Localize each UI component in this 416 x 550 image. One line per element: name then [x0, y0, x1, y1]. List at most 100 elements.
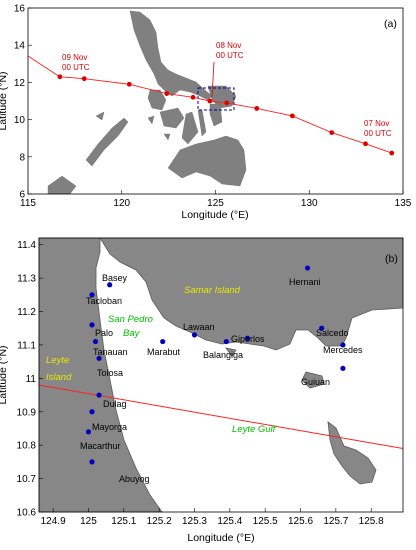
station-marker-guiuan: [340, 365, 346, 371]
water-label-san-pedro: San Pedro: [108, 314, 153, 325]
panel-b-xtick-label: 125.7: [323, 516, 348, 527]
water-label-bay: Bay: [123, 328, 141, 339]
panel-a-tag: (a): [384, 18, 397, 30]
panel-a-ytick-label: 16: [14, 4, 26, 15]
panel-b-ytick-label: 11: [26, 374, 37, 385]
place-label-balangiga: Balangiga: [203, 350, 243, 360]
panel-a-ticks: 115 120 125 130 135 16 14 12 10 8 6: [14, 4, 412, 210]
panel-b-ytick-label: 10.8: [17, 441, 37, 452]
place-label-guiuan: Guiuan: [301, 377, 330, 387]
panel-a-ytick-label: 6: [19, 190, 25, 201]
station-marker-giporlos: [244, 335, 251, 341]
track-point-4: [254, 106, 260, 111]
panel-b-ytick-label: 11.3: [17, 274, 36, 285]
panel-a-xtick-label: 130: [301, 198, 318, 209]
typhoon-track-line: [59, 76, 392, 154]
panel-a-track: [27, 55, 395, 156]
place-label-dulag: Dulag: [103, 399, 127, 409]
track-point-0: [389, 150, 395, 156]
label-09-nov-date: 09 Nov: [62, 53, 87, 62]
track-point-5: [224, 100, 230, 106]
panel-b-tag: (b): [385, 253, 398, 265]
track-point-9: [126, 81, 132, 87]
place-label-tanauan: Tanauan: [93, 347, 128, 357]
panel-b-xtick-label: 125.8: [359, 516, 384, 527]
place-label-lawaan: Lawaan: [183, 322, 215, 332]
island-label-leyte: Leyte: [46, 355, 69, 366]
station-marker-marabut: [160, 338, 166, 345]
panel-b-xtick-label: 125.1: [111, 516, 136, 527]
panel-b-ytick-label: 11.2: [17, 307, 36, 318]
panel-b-ticks: 124.9 125 125.1 125.2 125.3 125.4 125.5 125.6 12…: [17, 240, 385, 527]
track-point-3: [289, 113, 295, 119]
label-08-nov-date: 08 Nov: [216, 41, 241, 50]
panel-b-ytick-label: 11.4: [17, 240, 36, 251]
station-marker-lawaan: [191, 332, 198, 338]
place-label-tolosa: Tolosa: [97, 368, 123, 378]
label-08-nov: 08 Nov 00 UTC: [211, 41, 244, 98]
station-marker-hernani: [304, 265, 311, 271]
panel-a-land: [47, 10, 247, 195]
station-marker-tacloban: [89, 292, 95, 298]
track-point-11: [57, 74, 63, 80]
panel-b-xtick-label: 125.6: [288, 516, 313, 527]
place-label-marabut: Marabut: [147, 347, 181, 357]
station-marker-tanauan: [92, 338, 99, 345]
track-point-8: [164, 91, 170, 96]
place-label-macarthur: Macarthur: [80, 441, 121, 451]
place-label-salcedo: Salcedo: [316, 328, 349, 338]
panel-b-land: [38, 237, 404, 513]
panel-b-ytick-label: 10.9: [17, 407, 37, 418]
typhoon-track-extension: [27, 55, 61, 78]
station-marker-abuyog: [89, 459, 95, 465]
panel-b-xtick-label: 125.5: [253, 516, 278, 527]
panel-a-xtick-label: 125: [207, 198, 224, 209]
track-point-10: [81, 76, 87, 82]
track-point-7: [190, 94, 196, 100]
panel-b-stations: [85, 265, 346, 465]
place-label-abuyog: Abuyog: [119, 474, 150, 484]
panel-b-xtick-label: 125: [80, 516, 97, 527]
panel-a-ylabel: Latitude (°N): [0, 71, 9, 130]
station-marker-palo: [89, 322, 95, 328]
panel-b-ytick-label: 10.7: [17, 474, 37, 485]
label-08-nov-leader: [211, 61, 215, 98]
panel-a-ytick-label: 14: [14, 41, 26, 52]
station-marker-balangiga: [223, 338, 229, 345]
panel-b-xtick-label: 125.2: [147, 516, 172, 527]
label-09-nov-time: 00 UTC: [62, 63, 90, 72]
panel-a-ytick-label: 12: [14, 78, 26, 89]
island-label-island: Island: [46, 372, 72, 383]
panel-b-xtick-label: 125.4: [217, 516, 242, 527]
label-07-nov: 07 Nov 00 UTC: [364, 119, 392, 138]
panel-a-xtick-label: 115: [20, 198, 36, 209]
place-label-mayorga: Mayorga: [92, 422, 127, 432]
panel-a: 115 120 125 130 135 16 14 12 10 8 6 (a) Longitude …: [0, 4, 412, 222]
track-point-6: [207, 98, 213, 104]
station-marker-macarthur: [85, 429, 92, 435]
panel-b-xtick-label: 124.9: [41, 516, 66, 527]
place-label-giporlos: Giporlos: [231, 334, 265, 344]
station-marker-salcedo: [319, 325, 325, 331]
station-marker-tolosa: [96, 355, 102, 361]
station-marker-basey: [107, 282, 113, 288]
station-marker-mayorga: [89, 409, 95, 415]
place-label-mercedes: Mercedes: [323, 345, 363, 355]
panel-b: 124.9 125 125.1 125.2 125.3 125.4 125.5 125.6 12…: [0, 237, 404, 544]
panel-b-ytick-label: 11.1: [17, 340, 36, 351]
panel-b-frame: [38, 237, 404, 513]
panel-a-xlabel: Longitude (°E): [181, 209, 248, 221]
track-point-2: [329, 130, 335, 136]
station-marker-dulag: [96, 392, 102, 398]
label-07-nov-date: 07 Nov: [364, 119, 389, 128]
panel-a-ytick-label: 10: [14, 115, 26, 126]
place-label-hernani: Hernani: [289, 277, 321, 287]
label-09-nov: 09 Nov 00 UTC: [62, 53, 90, 72]
panel-a-ytick-label: 8: [19, 152, 25, 163]
label-08-nov-time: 00 UTC: [216, 51, 244, 60]
panel-b-xtick-label: 125.3: [182, 516, 207, 527]
station-marker-mercedes: [340, 342, 346, 348]
place-label-tacloban: Tacloban: [86, 296, 122, 306]
place-label-basey: Basey: [102, 273, 128, 283]
